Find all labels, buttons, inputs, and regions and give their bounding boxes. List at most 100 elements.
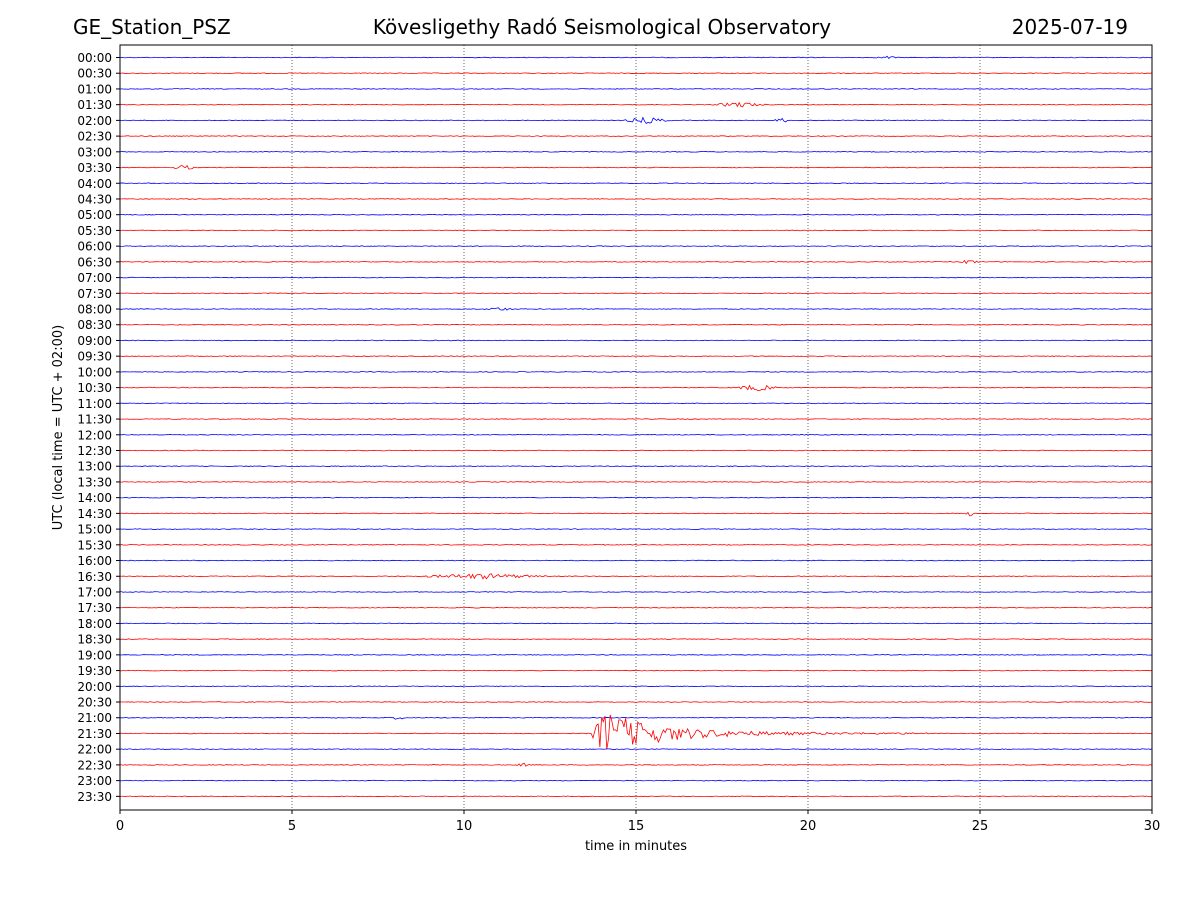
y-tick-label: 17:30 bbox=[77, 601, 112, 615]
trace-1400 bbox=[119, 496, 1153, 499]
y-tick-label: 22:30 bbox=[77, 758, 112, 772]
trace-1800 bbox=[120, 622, 1153, 625]
y-tick-label: 05:30 bbox=[77, 224, 112, 238]
trace-0900 bbox=[119, 339, 1153, 342]
y-tick-label: 02:30 bbox=[77, 130, 112, 144]
y-tick-label: 15:00 bbox=[77, 523, 112, 537]
trace-0400 bbox=[119, 182, 1153, 185]
observatory-title: Kövesligethy Radó Seismological Observat… bbox=[372, 15, 832, 39]
seismic-traces bbox=[119, 55, 1153, 798]
trace-2200 bbox=[119, 748, 1153, 750]
trace-1930 bbox=[119, 669, 1153, 672]
y-tick-label: 08:30 bbox=[77, 318, 112, 332]
x-tick-label: 5 bbox=[288, 819, 296, 834]
y-tick-label: 00:30 bbox=[77, 67, 112, 81]
station-name: GE_Station_PSZ bbox=[73, 15, 231, 39]
y-tick-label: 07:00 bbox=[77, 271, 112, 285]
trace-0330 bbox=[119, 164, 1153, 170]
y-tick-label: 03:30 bbox=[77, 161, 112, 175]
trace-2030 bbox=[119, 701, 1153, 703]
plot-frame bbox=[119, 44, 1153, 811]
y-tick-label: 13:30 bbox=[77, 475, 112, 489]
trace-0830 bbox=[119, 323, 1153, 326]
x-tick-label: 30 bbox=[1144, 819, 1161, 834]
x-tick-label: 25 bbox=[972, 819, 989, 834]
y-tick-label: 10:30 bbox=[77, 381, 112, 395]
y-tick-label: 09:00 bbox=[77, 334, 112, 348]
y-tick-label: 06:30 bbox=[77, 255, 112, 269]
y-tick-label: 02:00 bbox=[77, 114, 112, 128]
y-tick-label: 12:30 bbox=[77, 444, 112, 458]
y-tick-label: 03:00 bbox=[77, 145, 112, 159]
trace-1430 bbox=[119, 511, 1153, 517]
trace-1830 bbox=[119, 638, 1153, 640]
y-tick-label: 04:30 bbox=[77, 192, 112, 206]
y-tick-label: 18:30 bbox=[77, 633, 112, 647]
y-tick-label: 04:00 bbox=[77, 177, 112, 191]
trace-1730 bbox=[119, 606, 1153, 609]
trace-0630 bbox=[119, 259, 1153, 265]
x-axis-label: time in minutes bbox=[585, 839, 687, 854]
vertical-grid bbox=[291, 45, 981, 810]
x-tick-label: 0 bbox=[116, 819, 124, 834]
trace-2330 bbox=[119, 795, 1153, 798]
x-tick-label: 20 bbox=[800, 819, 817, 834]
y-tick-label: 00:00 bbox=[77, 51, 112, 65]
trace-0130 bbox=[119, 101, 1153, 108]
y-tick-label: 11:30 bbox=[77, 413, 112, 427]
y-tick-label: 05:00 bbox=[77, 208, 112, 222]
trace-1900 bbox=[119, 654, 1153, 656]
y-tick-label: 01:30 bbox=[77, 98, 112, 112]
y-tick-label: 06:00 bbox=[77, 240, 112, 254]
y-tick-label: 19:00 bbox=[77, 648, 112, 662]
trace-0230 bbox=[119, 135, 1153, 137]
trace-1630 bbox=[119, 573, 1153, 580]
trace-1330 bbox=[119, 481, 1153, 483]
y-axis-label: UTC (local time = UTC + 02:00) bbox=[51, 325, 66, 530]
trace-1530 bbox=[119, 544, 1153, 546]
y-tick-label: 08:00 bbox=[77, 303, 112, 317]
y-tick-label: 23:30 bbox=[77, 790, 112, 804]
trace-0700 bbox=[119, 276, 1153, 279]
y-tick-label: 15:30 bbox=[77, 538, 112, 552]
trace-0500 bbox=[119, 213, 1153, 216]
y-tick-label: 12:00 bbox=[77, 428, 112, 442]
y-tick-label: 13:00 bbox=[77, 460, 112, 474]
y-tick-label: 14:30 bbox=[77, 507, 112, 521]
trace-0730 bbox=[119, 292, 1153, 295]
x-tick-label: 10 bbox=[456, 819, 473, 834]
trace-0530 bbox=[119, 229, 1153, 232]
y-tick-label: 11:00 bbox=[77, 397, 112, 411]
trace-1230 bbox=[119, 449, 1153, 452]
y-tick-label: 21:00 bbox=[77, 711, 112, 725]
y-tick-label: 20:30 bbox=[77, 696, 112, 710]
plot-date: 2025-07-19 bbox=[1011, 15, 1128, 39]
y-tick-label: 16:00 bbox=[77, 554, 112, 568]
y-tick-label: 21:30 bbox=[77, 727, 112, 741]
y-tick-label: 10:00 bbox=[77, 365, 112, 379]
trace-0000 bbox=[119, 55, 1153, 60]
trace-1130 bbox=[119, 418, 1153, 420]
trace-0200 bbox=[119, 116, 1153, 125]
trace-1100 bbox=[119, 402, 1153, 405]
y-tick-label: 09:30 bbox=[77, 350, 112, 364]
trace-1200 bbox=[119, 434, 1153, 436]
y-tick-label: 16:30 bbox=[77, 570, 112, 584]
x-tick-label: 15 bbox=[628, 819, 645, 834]
trace-0300 bbox=[119, 151, 1153, 153]
trace-1600 bbox=[119, 559, 1153, 562]
trace-0930 bbox=[119, 355, 1153, 357]
y-tick-label: 07:30 bbox=[77, 287, 112, 301]
trace-2230 bbox=[119, 762, 1153, 767]
trace-0030 bbox=[119, 72, 1153, 74]
trace-2130 bbox=[119, 714, 1153, 750]
trace-2100 bbox=[119, 716, 1153, 720]
trace-0600 bbox=[119, 245, 1153, 247]
y-tick-label: 01:00 bbox=[77, 82, 112, 96]
y-tick-label: 18:00 bbox=[77, 617, 112, 631]
trace-2300 bbox=[119, 779, 1153, 782]
trace-0100 bbox=[119, 88, 1153, 90]
trace-0800 bbox=[119, 307, 1153, 311]
